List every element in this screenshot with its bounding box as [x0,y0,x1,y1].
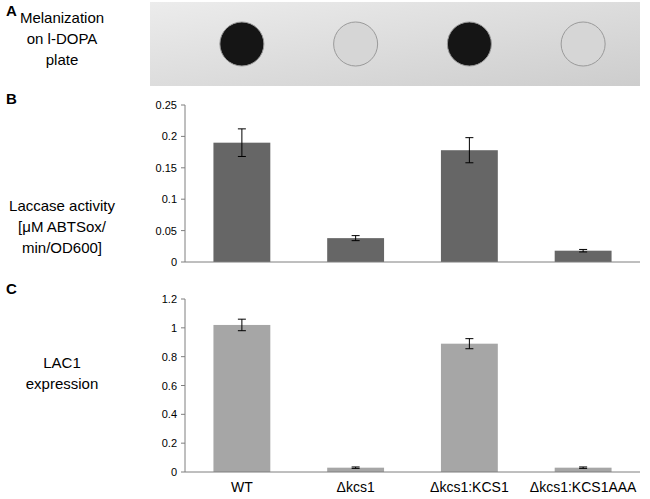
axis-label: expression [26,375,99,392]
y-tick-label: 0.1 [162,193,177,205]
y-tick-label: 0.25 [156,99,177,111]
y-tick [181,299,185,300]
x-tick-label: Δkcs1:KCS1 [430,479,509,495]
x-tick-label: Δkcs1 [337,479,375,495]
plot-area [213,319,611,472]
plate [150,2,640,86]
y-tick-label: 0.2 [162,437,177,449]
melanization-spot [561,22,605,66]
y-tick-label: 0.2 [162,130,177,142]
y-tick [181,105,185,106]
y-tick-label: 0.05 [156,225,177,237]
y-tick [181,136,185,137]
axis-label: min/OD600] [22,239,102,256]
error-bar [238,129,246,157]
error-bar [352,467,360,468]
y-tick [181,230,185,231]
axis-label: on l-DOPA [27,30,98,47]
x-axis [185,262,640,263]
y-tick-label: 0.4 [162,408,177,420]
bar [441,344,498,472]
error-bar [579,249,587,252]
figure: AMelanization on l-DOPA plate B Laccase acti… [0,0,650,499]
axis-label: LAC1 [43,354,81,371]
melanization-spot [334,22,378,66]
y-tick [181,167,185,168]
plot-area [213,129,611,262]
y-tick [181,356,185,357]
bar [555,468,612,472]
panel-letter: A [6,2,17,19]
y-tick [181,385,185,386]
bar [441,150,498,262]
y-tick-label: 0.15 [156,162,177,174]
y-tick [181,443,185,444]
y-tick-label: 0.6 [162,380,177,392]
y-tick-label: 0.8 [162,351,177,363]
bar [213,143,270,262]
axis-label: [μM ABTSox/ [18,218,107,235]
y-tick [181,414,185,415]
y-tick-label: 1 [171,322,177,334]
axis-label: plate [46,51,79,68]
x-tick-label: WT [231,479,253,495]
y-tick [181,199,185,200]
melanization-spot [447,22,491,66]
bar [213,325,270,472]
error-bar [352,236,360,241]
panel-letter: B [6,90,17,107]
y-tick [181,472,185,473]
bar [327,468,384,472]
error-bar [465,138,473,163]
y-tick-label: 1.2 [162,293,177,305]
y-tick [181,262,185,263]
axis-label: Melanization [20,9,104,26]
axis-label: Laccase activity [9,197,115,214]
error-bar [579,467,587,468]
y-axis [185,105,186,262]
x-axis [185,472,640,473]
x-tick-label: Δkcs1:KCS1AAA [530,479,637,495]
y-tick-label: 0 [171,466,177,478]
y-tick-label: 0 [171,256,177,268]
y-tick [181,327,185,328]
panel-letter: C [6,280,17,297]
bar [327,238,384,262]
melanization-spot [220,22,264,66]
error-bar [238,319,246,331]
error-bar [465,339,473,349]
